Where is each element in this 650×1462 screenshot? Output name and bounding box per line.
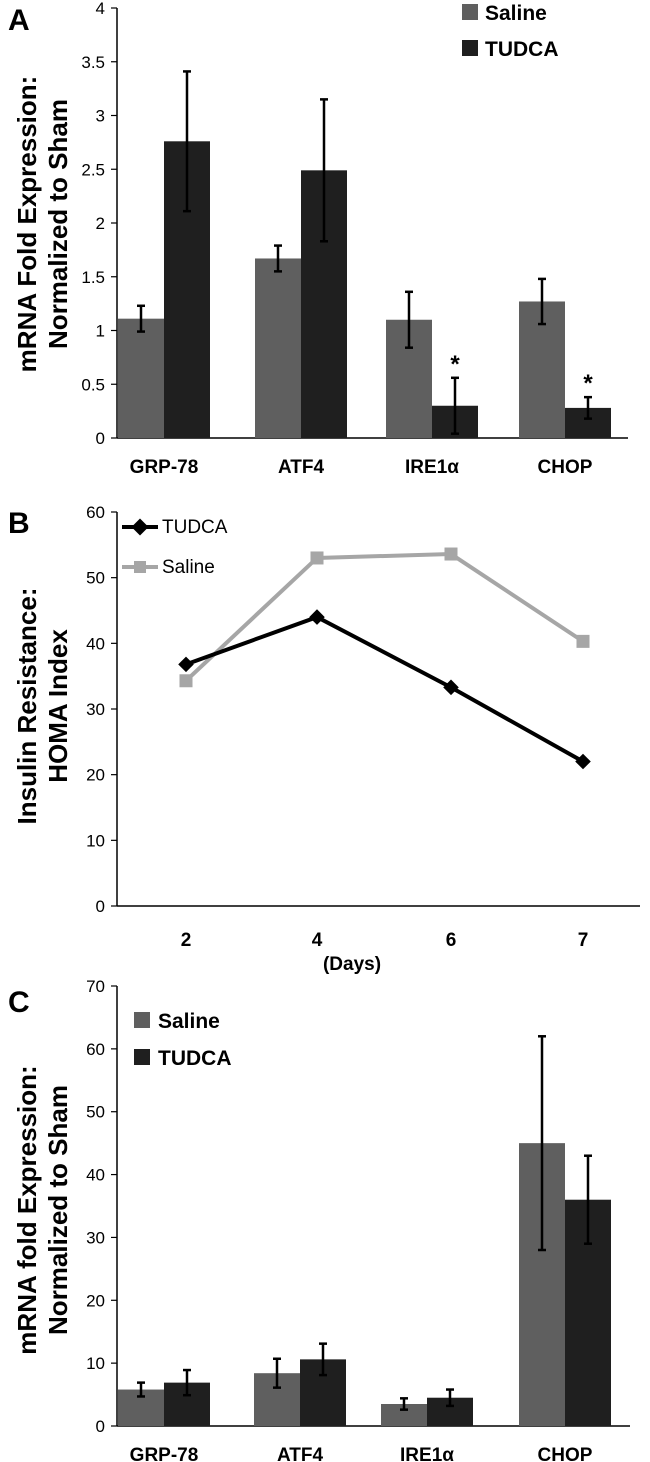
legend-swatch-saline-c: [134, 1012, 150, 1028]
x-category-label: ATF4: [277, 1445, 324, 1462]
panel-b-ylabel-line2: HOMA Index: [43, 629, 73, 783]
panel-a-letter: A: [8, 4, 30, 37]
point-saline: [310, 551, 324, 565]
y-tick-label: 3.5: [81, 53, 105, 72]
x-category-label: IRE1α: [400, 1445, 454, 1462]
y-tick-label: 50: [86, 1103, 105, 1122]
bar-saline: [381, 1404, 427, 1426]
legend-label-saline: Saline: [485, 2, 547, 25]
bar-saline: [255, 258, 301, 438]
panel-b-letter: B: [8, 507, 30, 540]
legend-label-tudca-c: TUDCA: [158, 1047, 232, 1070]
point-tudca: [443, 679, 459, 696]
panel-a: A mRNA Fold Expression: Normalized to Sh…: [8, 0, 628, 478]
y-tick-label: 1.5: [81, 268, 105, 287]
point-tudca: [178, 656, 194, 673]
y-tick-label: 60: [86, 503, 105, 522]
x-category-label: 7: [578, 930, 589, 951]
legend-label-tudca-b: TUDCA: [162, 517, 228, 538]
legend-marker-saline: [134, 561, 146, 573]
legend-label-saline-b: Saline: [162, 557, 215, 578]
x-category-label: 4: [312, 930, 323, 951]
y-tick-label: 10: [86, 831, 105, 850]
point-tudca: [575, 753, 591, 770]
x-category-label: CHOP: [538, 457, 593, 478]
y-tick-label: 50: [86, 569, 105, 588]
y-tick-label: 0: [96, 1417, 105, 1436]
panel-b-legend: TUDCA Saline: [122, 517, 228, 578]
line-saline: [184, 552, 585, 683]
y-tick-label: 0: [96, 897, 105, 916]
panel-a-legend: Saline TUDCA: [462, 2, 559, 61]
legend-swatch-tudca: [462, 40, 478, 56]
y-tick-label: 20: [86, 766, 105, 785]
panel-b-xlabel: (Days): [323, 954, 381, 975]
x-category-label: 6: [446, 930, 457, 951]
y-tick-label: 1: [96, 322, 105, 341]
panel-c-ylabel-line2: Normalized to Sham: [43, 1085, 73, 1335]
y-tick-label: 2.5: [81, 160, 105, 179]
x-category-label: CHOP: [538, 1445, 593, 1462]
legend-label-saline-c: Saline: [158, 1010, 220, 1033]
y-tick-label: 20: [86, 1291, 105, 1310]
panel-c-letter: C: [8, 986, 30, 1019]
panel-c-legend: Saline TUDCA: [134, 1010, 232, 1070]
y-tick-label: 4: [96, 0, 105, 18]
line-tudca: [185, 614, 584, 764]
legend-marker-tudca: [131, 518, 149, 536]
y-tick-label: 30: [86, 700, 105, 719]
y-tick-label: 0.5: [81, 375, 105, 394]
legend-swatch-saline: [462, 4, 478, 20]
x-category-label: ATF4: [278, 457, 325, 478]
panel-b: B Insulin Resistance: HOMA Index 0 10 20 30…: [8, 503, 640, 975]
x-category-label: GRP-78: [130, 457, 199, 478]
panel-a-ylabel-line2: Normalized to Sham: [43, 99, 73, 349]
panel-b-ylabel-line1: Insulin Resistance:: [12, 588, 42, 825]
y-tick-label: 40: [86, 1166, 105, 1185]
point-saline: [444, 547, 458, 561]
point-saline: [179, 674, 193, 688]
legend-label-tudca: TUDCA: [485, 38, 559, 61]
significance-marker: *: [583, 370, 593, 397]
legend-swatch-tudca-c: [134, 1049, 150, 1065]
panel-c-ylabel-line1: mRNA fold Expression:: [12, 1065, 42, 1354]
point-saline: [576, 634, 590, 648]
y-tick-label: 2: [96, 214, 105, 233]
y-tick-label: 3: [96, 107, 105, 126]
panel-c: C mRNA fold Expression: Normalized to Sh…: [8, 977, 630, 1462]
point-tudca: [309, 609, 325, 625]
x-category-label: GRP-78: [130, 1445, 199, 1462]
y-tick-label: 0: [96, 429, 105, 448]
significance-marker: *: [450, 351, 460, 378]
y-tick-label: 30: [86, 1228, 105, 1247]
y-tick-label: 70: [86, 977, 105, 996]
bar-saline: [118, 318, 164, 438]
x-category-label: IRE1α: [405, 457, 459, 478]
y-tick-label: 60: [86, 1040, 105, 1059]
y-tick-label: 40: [86, 634, 105, 653]
y-tick-label: 10: [86, 1354, 105, 1373]
x-category-label: 2: [181, 930, 192, 951]
panel-a-ylabel-line1: mRNA Fold Expression:: [12, 76, 42, 373]
